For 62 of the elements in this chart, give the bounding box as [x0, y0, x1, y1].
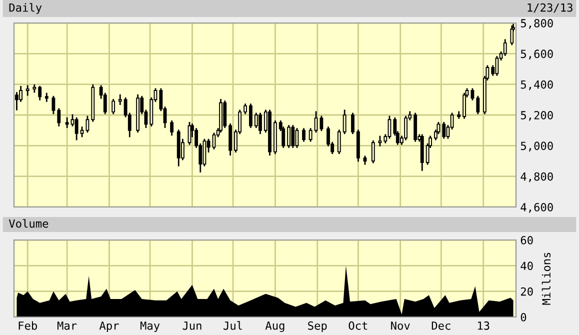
- candlestick: [74, 117, 78, 140]
- y-tick-label: 5,600: [520, 50, 553, 60]
- candlestick: [244, 104, 247, 114]
- y-tick-label: 0: [520, 313, 526, 322]
- y-tick-label: 20: [520, 287, 533, 296]
- candlestick: [342, 110, 346, 134]
- candlestick: [44, 92, 48, 102]
- candlestick: [388, 116, 392, 139]
- x-tick-label: Aug: [265, 321, 284, 332]
- x-tick-label: Jun: [182, 322, 202, 330]
- candlestick: [457, 111, 461, 119]
- candlestick: [249, 104, 252, 128]
- candlestick: [258, 112, 262, 134]
- candlestick: [371, 140, 375, 164]
- x-tick-label: Jul: [224, 321, 242, 330]
- candlestick: [26, 85, 30, 96]
- candlestick: [287, 125, 291, 148]
- x-tick-label: Feb: [18, 321, 37, 330]
- candlestick: [65, 117, 69, 128]
- text: 1/23/13: [528, 3, 572, 13]
- candlestick: [86, 116, 90, 133]
- candlestick: [223, 100, 227, 128]
- candlestick: [291, 125, 295, 148]
- candlestick: [442, 122, 446, 139]
- candlestick: [15, 92, 18, 110]
- candlestick: [170, 120, 174, 136]
- candlestick: [57, 108, 61, 126]
- y-tick-label: 5,200: [520, 111, 553, 121]
- candlestick: [38, 86, 42, 100]
- x-tick-label: Mar: [57, 322, 77, 330]
- x-tick-label: Sep: [308, 321, 327, 332]
- chart-title: Volume: [8, 219, 48, 228]
- x-tick-label: Apr: [99, 322, 119, 332]
- candlestick: [503, 39, 507, 56]
- candlestick: [118, 94, 122, 105]
- candlestick: [80, 126, 84, 138]
- candlestick: [320, 116, 324, 132]
- y-tick-label: 60: [520, 236, 533, 244]
- candlestick: [302, 128, 306, 142]
- candlestick: [378, 136, 382, 146]
- y-axis-title: Millions: [542, 252, 551, 305]
- x-tick-label: Oct: [348, 321, 368, 330]
- candlestick: [308, 128, 312, 142]
- x-tick-label: Dec: [432, 322, 450, 330]
- y-tick-label: 4,800: [520, 172, 553, 182]
- chart-title: Daily: [9, 3, 42, 14]
- y-tick-label: 5,000: [520, 142, 553, 152]
- x-tick-label: May: [140, 322, 160, 332]
- candlestick: [52, 96, 56, 114]
- candlestick: [337, 130, 341, 154]
- candlestick: [476, 96, 480, 114]
- x-tick-label: 13: [478, 321, 490, 330]
- y-tick-label: 40: [520, 262, 533, 270]
- y-tick-label: 5,800: [520, 19, 553, 29]
- candlestick: [495, 56, 499, 76]
- candlestick: [254, 112, 258, 128]
- y-tick-label: 5,400: [520, 80, 553, 90]
- candlestick: [112, 98, 116, 114]
- candlestick: [351, 112, 354, 134]
- candlestick: [314, 111, 318, 133]
- x-tick-label: Nov: [391, 322, 410, 330]
- y-tick-label: 4,600: [520, 203, 553, 213]
